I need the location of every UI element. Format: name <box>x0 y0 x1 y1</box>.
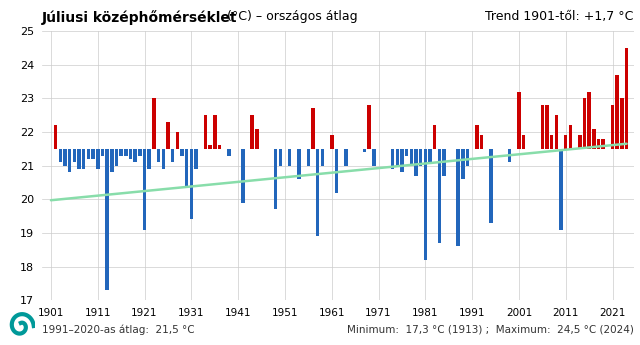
Bar <box>213 115 216 149</box>
Bar <box>564 135 568 149</box>
Bar <box>569 125 572 149</box>
Bar <box>100 149 104 156</box>
Bar <box>475 125 479 149</box>
Bar <box>250 115 254 149</box>
Bar <box>227 149 230 156</box>
Bar <box>582 98 586 149</box>
Bar <box>424 149 427 260</box>
Bar <box>321 149 324 166</box>
Bar <box>611 105 614 149</box>
Bar <box>311 108 315 149</box>
Bar <box>363 149 366 152</box>
Bar <box>456 149 460 246</box>
Bar <box>157 149 161 162</box>
Bar <box>559 149 563 229</box>
Bar <box>274 149 277 209</box>
Bar <box>428 149 432 162</box>
Bar <box>461 149 465 179</box>
Bar <box>86 149 90 159</box>
Bar <box>330 135 333 149</box>
Bar <box>442 149 446 176</box>
Bar <box>391 149 394 169</box>
Bar <box>625 48 628 149</box>
Bar <box>466 149 469 166</box>
Bar <box>110 149 113 172</box>
Text: (°C) – országos átlag: (°C) – országos átlag <box>223 10 358 23</box>
Bar <box>602 139 605 149</box>
Bar <box>410 149 413 166</box>
Bar <box>255 129 259 149</box>
Bar <box>161 149 165 169</box>
Bar <box>54 125 58 149</box>
Bar <box>143 149 147 229</box>
Bar <box>218 145 221 149</box>
Bar <box>185 149 188 186</box>
Bar <box>335 149 338 193</box>
Bar <box>204 115 207 149</box>
Bar <box>166 122 170 149</box>
Bar <box>489 149 493 223</box>
Text: 1991–2020-as átlag:  21,5 °C: 1991–2020-as átlag: 21,5 °C <box>42 324 194 335</box>
Bar <box>124 149 127 156</box>
Bar <box>517 92 521 149</box>
Bar <box>433 125 436 149</box>
Bar <box>278 149 282 166</box>
Bar <box>129 149 132 159</box>
Bar <box>578 135 582 149</box>
Bar <box>59 149 62 162</box>
Bar <box>367 105 371 149</box>
Bar <box>400 149 404 172</box>
Bar <box>588 92 591 149</box>
Bar <box>508 149 511 162</box>
Bar <box>414 149 418 176</box>
Bar <box>208 145 212 149</box>
Bar <box>134 149 137 162</box>
Bar <box>344 149 348 166</box>
Text: Trend 1901-től: +1,7 °C: Trend 1901-től: +1,7 °C <box>485 10 634 23</box>
Bar <box>550 135 554 149</box>
Bar <box>616 75 619 149</box>
Bar <box>541 105 544 149</box>
Bar <box>620 98 623 149</box>
Bar <box>297 149 301 179</box>
Bar <box>68 149 72 172</box>
Bar <box>92 149 95 159</box>
Bar <box>438 149 441 243</box>
Bar <box>63 149 67 166</box>
Bar <box>120 149 123 156</box>
Bar <box>152 98 156 149</box>
Text: Júliusi középhőmérséklet: Júliusi középhőmérséklet <box>42 10 237 25</box>
Bar <box>480 135 483 149</box>
Bar <box>405 149 408 156</box>
Bar <box>372 149 376 166</box>
Bar <box>189 149 193 219</box>
Bar <box>171 149 174 162</box>
Bar <box>592 129 596 149</box>
Bar <box>72 149 76 162</box>
Bar <box>147 149 151 169</box>
Bar <box>288 149 291 166</box>
Bar <box>115 149 118 166</box>
Bar <box>316 149 319 236</box>
Bar <box>307 149 310 166</box>
Bar <box>419 149 422 166</box>
Bar <box>596 139 600 149</box>
Bar <box>195 149 198 169</box>
Bar <box>138 149 141 156</box>
Bar <box>396 149 399 166</box>
Bar <box>96 149 99 169</box>
Bar <box>175 132 179 149</box>
Bar <box>82 149 86 169</box>
Bar <box>522 135 525 149</box>
Bar <box>241 149 244 203</box>
Text: Minimum:  17,3 °C (1913) ;  Maximum:  24,5 °C (2024): Minimum: 17,3 °C (1913) ; Maximum: 24,5 … <box>347 325 634 335</box>
Bar <box>180 149 184 156</box>
Bar <box>545 105 548 149</box>
Bar <box>106 149 109 290</box>
Bar <box>77 149 81 169</box>
Bar <box>555 115 558 149</box>
